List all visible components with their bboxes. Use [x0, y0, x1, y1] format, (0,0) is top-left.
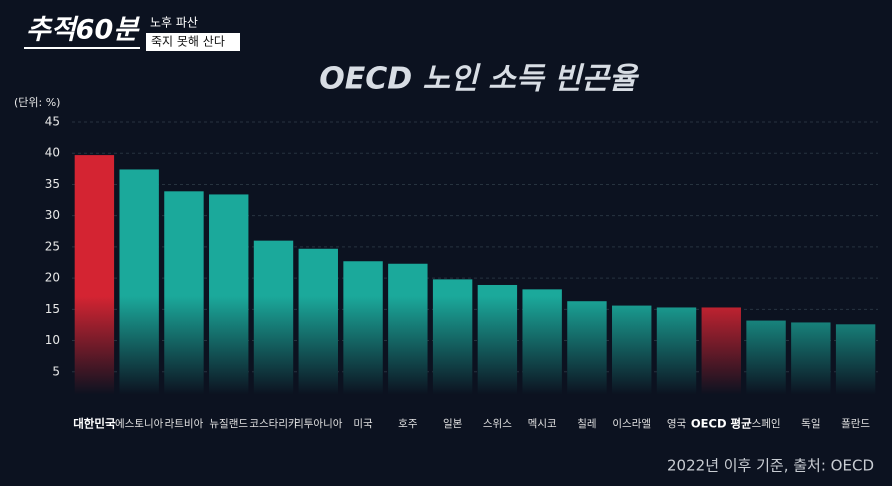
x-tick-label: 코스타리카 [249, 418, 298, 430]
x-tick-label: 독일 [801, 417, 820, 430]
program-logo: 추적60분 [26, 15, 140, 46]
bar [477, 284, 518, 403]
x-tick-label: 뉴질랜드 [209, 418, 248, 430]
source-note: 2022년 이후 기준, 출처: OECD [667, 457, 874, 475]
bar [388, 263, 428, 403]
bar [746, 320, 786, 403]
x-tick-label: OECD 평균 [691, 417, 752, 431]
x-tick-label: 폴란드 [841, 418, 870, 430]
bar [835, 324, 876, 403]
chart-title: OECD 노인 소득 빈곤율 [319, 62, 640, 97]
x-tick-label: 스페인 [752, 418, 781, 430]
episode-box [146, 33, 240, 51]
bar [791, 322, 831, 403]
y-tick-label: 25 [45, 239, 60, 253]
bar [343, 261, 383, 403]
bar [253, 240, 294, 403]
bar [656, 307, 697, 403]
bar [119, 169, 159, 403]
y-tick-label: 15 [45, 302, 60, 316]
bar [701, 307, 741, 403]
x-tick-label: 스위스 [483, 417, 512, 430]
x-tick-label: 미국 [353, 418, 373, 430]
bar [567, 301, 607, 403]
x-tick-label: 리투아니아 [294, 418, 343, 430]
unit-label: (단위: %) [14, 96, 60, 109]
bar [298, 248, 338, 403]
y-tick-label: 35 [45, 177, 60, 191]
x-tick-label: 멕시코 [528, 418, 557, 430]
episode-line: 죽지 못해 산다 [151, 35, 225, 49]
x-tick-label: 라트비아 [165, 418, 204, 430]
x-tick-label: 일본 [443, 417, 463, 430]
bar [209, 194, 249, 403]
y-tick-label: 5 [52, 364, 60, 378]
y-tick-label: 40 [45, 146, 60, 160]
bar [74, 155, 115, 403]
bar [612, 305, 652, 403]
bar [522, 289, 562, 403]
y-tick-label: 30 [45, 208, 60, 222]
bar [432, 279, 473, 403]
x-tick-label: 칠레 [577, 418, 596, 430]
x-tick-label: 에스토니아 [115, 418, 164, 430]
bar [164, 191, 204, 403]
y-tick-label: 20 [45, 271, 60, 285]
x-tick-label: 호주 [398, 418, 418, 430]
x-tick-label: 대한민국 [73, 417, 116, 431]
x-tick-label: 이스라엘 [612, 417, 651, 430]
logo: 추적60분 노후 파산 죽지 못해 산다 [24, 15, 240, 51]
y-tick-label: 10 [45, 333, 60, 347]
y-tick-label: 45 [45, 115, 60, 129]
x-tick-label: 영국 [667, 418, 687, 430]
episode-line: 노후 파산 [150, 16, 198, 30]
